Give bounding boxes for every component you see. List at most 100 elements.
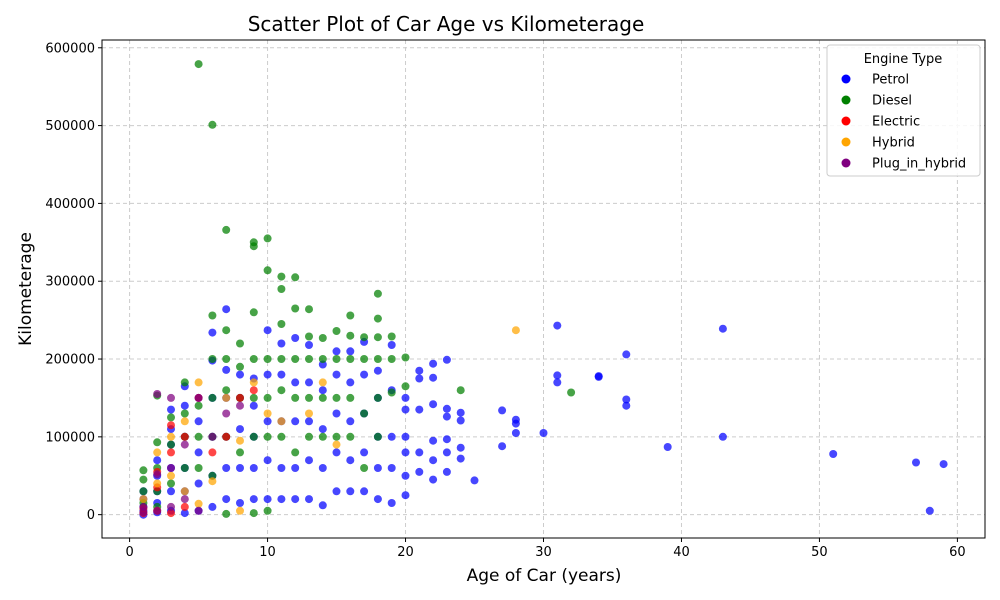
data-point (429, 475, 438, 484)
data-point (277, 370, 286, 379)
data-point (553, 321, 562, 330)
data-point (429, 436, 438, 445)
data-point (153, 390, 162, 398)
data-point (194, 378, 203, 387)
data-point (470, 476, 479, 485)
x-tick-label: 10 (259, 545, 276, 560)
data-point (153, 479, 162, 488)
data-point (346, 355, 355, 363)
data-point (167, 421, 175, 430)
data-point (236, 425, 244, 434)
series-hybrid (139, 326, 520, 515)
data-point (180, 440, 189, 449)
data-point (180, 495, 189, 504)
legend-marker (841, 158, 851, 168)
data-point (249, 355, 258, 363)
data-point (153, 456, 162, 465)
data-point (167, 405, 175, 414)
data-point (249, 386, 258, 395)
data-point (401, 448, 410, 457)
data-point (332, 409, 341, 418)
axis-ticks: 0 10 20 30 40 50 60 0 100000 200000 300000 400000 50… (45, 41, 965, 560)
data-point (277, 355, 286, 363)
data-point (318, 501, 327, 510)
x-tick-label: 50 (811, 545, 828, 560)
data-point (456, 408, 465, 417)
data-point (663, 443, 672, 451)
data-point (387, 499, 396, 507)
data-point (415, 467, 424, 476)
data-point (277, 285, 286, 293)
data-point (346, 417, 355, 426)
data-point (291, 464, 300, 472)
data-point (346, 487, 355, 496)
data-point (360, 409, 369, 418)
data-point (222, 365, 231, 374)
data-point (401, 393, 410, 402)
data-point (139, 502, 148, 511)
data-point (208, 432, 217, 441)
data-point (180, 417, 189, 426)
data-point (249, 401, 258, 410)
data-point (208, 328, 217, 337)
x-tick-label: 60 (949, 545, 966, 560)
series-plug-in-hybrid (139, 390, 244, 517)
data-point (373, 289, 382, 298)
data-point (332, 393, 341, 402)
data-point (263, 495, 272, 504)
data-point (346, 432, 355, 441)
y-tick-label: 600000 (45, 41, 95, 56)
data-point (456, 416, 465, 425)
data-point (180, 502, 189, 511)
data-point (305, 456, 313, 465)
data-point (622, 401, 631, 410)
data-point (236, 436, 244, 445)
data-point (180, 464, 189, 472)
data-point (567, 388, 576, 397)
data-point (291, 495, 300, 504)
data-point (194, 464, 203, 472)
data-point (139, 466, 148, 475)
data-point (167, 464, 175, 472)
data-point (277, 417, 286, 426)
data-point (194, 393, 203, 402)
data-point (153, 470, 162, 479)
x-tick-label: 40 (673, 545, 690, 560)
data-point (373, 366, 382, 375)
data-point (442, 435, 451, 444)
legend-marker (841, 74, 851, 84)
data-point (373, 432, 382, 441)
data-point (594, 372, 603, 381)
legend-label: Electric (872, 115, 920, 130)
data-point (236, 401, 244, 410)
data-point (373, 495, 382, 504)
data-point (360, 370, 369, 379)
x-tick-label: 30 (535, 545, 552, 560)
data-point (305, 332, 313, 341)
data-point (318, 355, 327, 363)
y-tick-label: 200000 (45, 353, 95, 368)
data-point (318, 393, 327, 402)
data-point (180, 401, 189, 410)
data-point (222, 409, 231, 418)
data-point (305, 417, 313, 426)
data-point (387, 464, 396, 472)
data-point (291, 393, 300, 402)
data-point (249, 432, 258, 441)
data-point (263, 355, 272, 363)
data-point (167, 448, 175, 457)
data-point (442, 404, 451, 413)
data-point (180, 409, 189, 418)
data-point (194, 506, 203, 515)
data-point (373, 314, 382, 323)
data-point (249, 378, 258, 387)
data-point (387, 432, 396, 441)
data-point (222, 355, 231, 363)
data-point (456, 443, 465, 452)
data-point (236, 506, 244, 515)
data-point (539, 429, 548, 437)
data-point (263, 409, 272, 418)
data-point (305, 393, 313, 402)
legend-title: Engine Type (864, 52, 943, 67)
